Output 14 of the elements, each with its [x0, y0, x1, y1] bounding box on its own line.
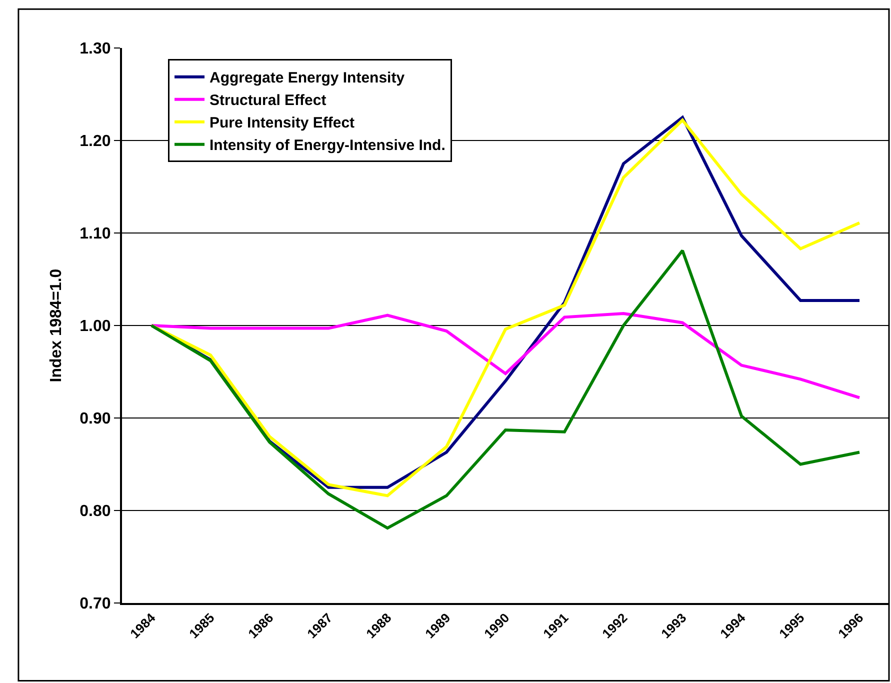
y-tick-label: 1.00 [80, 318, 111, 336]
y-tick-label: 1.30 [80, 40, 111, 58]
line-series [150, 312, 861, 400]
legend-label: Structural Effect [210, 92, 326, 110]
y-tick-label: 1.10 [80, 226, 111, 243]
y-tick-label: 0.70 [80, 596, 111, 613]
legend-label: Pure Intensity Effect [210, 114, 355, 132]
y-axis-title: Index 1984=1.0 [48, 268, 66, 382]
y-tick-label: 0.90 [80, 410, 111, 428]
line-series [150, 249, 861, 530]
y-tick-label: 1.20 [80, 133, 111, 150]
legend-label: Aggregate Energy Intensity [210, 70, 406, 87]
legend-label: Intensity of Energy-Intensive Ind. [210, 137, 446, 154]
y-tick-label: 0.80 [80, 503, 111, 520]
